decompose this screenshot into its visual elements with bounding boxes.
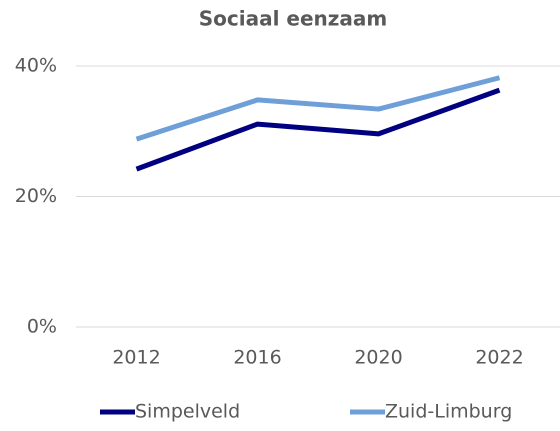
x-tick-label: 2020 [354,347,402,369]
chart-title: Sociaal eenzaam [199,7,388,31]
legend-label: Simpelveld [135,401,240,423]
y-tick-label: 20% [15,185,57,207]
legend-label: Zuid-Limburg [385,401,512,423]
series-line [135,87,501,172]
x-tick-label: 2016 [233,347,281,369]
y-tick-label: 40% [15,55,57,77]
series-line [135,75,501,142]
x-tick-label: 2022 [475,347,523,369]
x-tick-label: 2012 [112,347,160,369]
y-tick-label: 0% [27,316,57,338]
